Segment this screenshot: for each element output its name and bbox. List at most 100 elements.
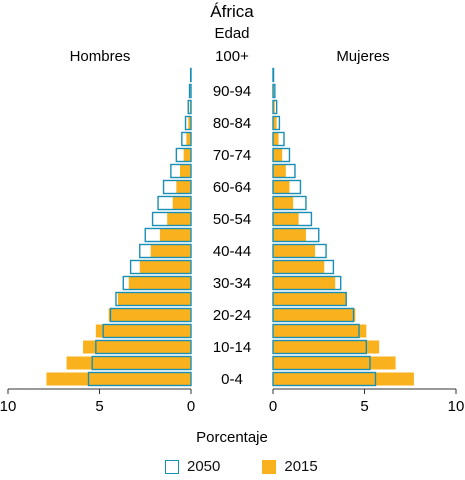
legend-label-2050: 2050 bbox=[187, 458, 221, 475]
bar-2015-women-85-89 bbox=[273, 100, 275, 114]
x-tick-label-men: 0 bbox=[187, 398, 195, 415]
bar-2015-men-20-24 bbox=[108, 308, 191, 322]
bar-2050-women-20-24 bbox=[272, 307, 355, 323]
bar-2015-men-5-9 bbox=[66, 356, 191, 370]
age-label-20-24: 20-24 bbox=[213, 307, 251, 324]
bar-2015-men-55-59 bbox=[172, 196, 191, 210]
bar-2050-men-75-79 bbox=[181, 131, 192, 147]
bar-2015-men-45-49 bbox=[159, 228, 191, 242]
bar-2015-women-45-49 bbox=[273, 228, 306, 242]
men-label: Hombres bbox=[70, 48, 131, 65]
bar-2050-men-60-64 bbox=[162, 179, 192, 195]
bar-2050-women-45-49 bbox=[272, 227, 320, 243]
bar-2015-men-15-19 bbox=[95, 324, 191, 338]
age-label-60-64: 60-64 bbox=[213, 179, 251, 196]
bar-2015-men-80-84 bbox=[188, 116, 191, 130]
bar-2050-men-85-89 bbox=[187, 99, 192, 115]
bar-2015-women-30-34 bbox=[273, 276, 336, 290]
x-axes: 10 5 0 0 5 10 bbox=[0, 388, 465, 415]
bar-2015-men-75-79 bbox=[186, 132, 191, 146]
x-tick-label-women: 5 bbox=[360, 398, 368, 415]
bar-2015-men-50-54 bbox=[167, 212, 191, 226]
x-tick-label-women: 10 bbox=[448, 398, 465, 415]
bar-2015-men-0-4 bbox=[46, 372, 192, 386]
bar-2050-men-50-54 bbox=[151, 211, 192, 227]
bar-2015-women-15-19 bbox=[273, 324, 367, 338]
bar-2050-men-25-29 bbox=[115, 291, 192, 307]
legend-item-2050: 2050 bbox=[165, 458, 220, 475]
bar-2015-women-75-79 bbox=[273, 132, 279, 146]
bar-2050-women-30-34 bbox=[272, 275, 342, 291]
bar-2050-women-25-29 bbox=[272, 291, 347, 307]
series-2015-bars bbox=[46, 68, 414, 386]
bar-2015-women-25-29 bbox=[273, 292, 347, 306]
bar-2015-women-60-64 bbox=[273, 180, 290, 194]
bar-2050-women-35-39 bbox=[272, 259, 335, 275]
bar-2050-men-65-69 bbox=[170, 163, 192, 179]
bar-2015-women-65-69 bbox=[273, 164, 286, 178]
bar-2015-women-55-59 bbox=[273, 196, 294, 210]
bar-2050-women-90-94 bbox=[272, 83, 276, 99]
bar-2050-men-35-39 bbox=[129, 259, 192, 275]
bar-2015-women-80-84 bbox=[273, 116, 277, 130]
bar-2050-women-55-59 bbox=[272, 195, 307, 211]
bar-2050-men-45-49 bbox=[144, 227, 192, 243]
bar-2015-men-70-74 bbox=[183, 148, 191, 162]
bar-2015-women-0-4 bbox=[273, 372, 414, 386]
bar-2050-men-30-34 bbox=[122, 275, 192, 291]
bar-2015-women-5-9 bbox=[273, 356, 396, 370]
series-2050-bars bbox=[87, 67, 377, 387]
bar-2015-women-70-74 bbox=[273, 148, 283, 162]
bar-2050-women-85-89 bbox=[272, 99, 278, 115]
bar-2050-men-90-94 bbox=[188, 83, 192, 99]
top-age-label: 100+ bbox=[215, 48, 249, 65]
bar-2050-women-15-19 bbox=[272, 323, 360, 339]
bar-2050-women-65-69 bbox=[272, 163, 296, 179]
bar-2015-women-50-54 bbox=[273, 212, 299, 226]
bar-2015-women-35-39 bbox=[273, 260, 325, 274]
bar-2050-women-75-79 bbox=[272, 131, 285, 147]
bar-2015-women-20-24 bbox=[273, 308, 356, 322]
bar-2050-men-20-24 bbox=[109, 307, 192, 323]
bar-2050-men-80-84 bbox=[184, 115, 192, 131]
bar-2015-men-60-64 bbox=[176, 180, 191, 194]
age-label-80-84: 80-84 bbox=[213, 115, 251, 132]
age-label-90-94: 90-94 bbox=[213, 83, 251, 100]
bar-2050-women-95-99 bbox=[272, 67, 275, 83]
bar-2015-women-40-44 bbox=[273, 244, 316, 258]
bar-2050-women-80-84 bbox=[272, 115, 281, 131]
chart-title: África bbox=[210, 2, 254, 21]
bar-2050-women-40-44 bbox=[272, 243, 327, 259]
legend-label-2015: 2015 bbox=[284, 458, 318, 475]
legend: 2050 2015 bbox=[165, 458, 360, 475]
bar-2015-men-10-14 bbox=[83, 340, 191, 354]
bar-2050-women-70-74 bbox=[272, 147, 291, 163]
bar-2050-women-5-9 bbox=[272, 355, 371, 371]
bar-2050-men-15-19 bbox=[102, 323, 192, 339]
legend-item-2015: 2015 bbox=[262, 458, 318, 475]
bar-2050-men-10-14 bbox=[95, 339, 192, 355]
bar-2050-women-50-54 bbox=[272, 211, 313, 227]
bar-2015-men-35-39 bbox=[139, 260, 191, 274]
bar-2015-men-30-34 bbox=[128, 276, 191, 290]
age-label-40-44: 40-44 bbox=[213, 243, 251, 260]
x-tick-label-men: 10 bbox=[0, 398, 16, 415]
bar-2050-men-0-4 bbox=[87, 371, 192, 387]
bar-2015-men-65-69 bbox=[180, 164, 191, 178]
x-tick-label-men: 5 bbox=[95, 398, 103, 415]
age-label-70-74: 70-74 bbox=[213, 147, 251, 164]
age-group-labels: 0-4 10-14 20-24 30-34 40-44 50-54 60-64 70-74 80… bbox=[213, 83, 251, 388]
bar-2050-women-0-4 bbox=[272, 371, 377, 387]
bar-2050-men-40-44 bbox=[139, 243, 192, 259]
bar-2015-men-25-29 bbox=[117, 292, 191, 306]
bar-2050-men-55-59 bbox=[157, 195, 192, 211]
age-label-0-4: 0-4 bbox=[221, 371, 243, 388]
x-axis-label: Porcentaje bbox=[196, 429, 268, 446]
legend-swatch-2050 bbox=[165, 459, 179, 474]
legend-swatch-2015 bbox=[262, 459, 277, 474]
bar-2050-women-60-64 bbox=[272, 179, 302, 195]
bar-2015-men-40-44 bbox=[150, 244, 191, 258]
age-label-10-14: 10-14 bbox=[213, 339, 251, 356]
age-axis-label: Edad bbox=[214, 25, 249, 42]
